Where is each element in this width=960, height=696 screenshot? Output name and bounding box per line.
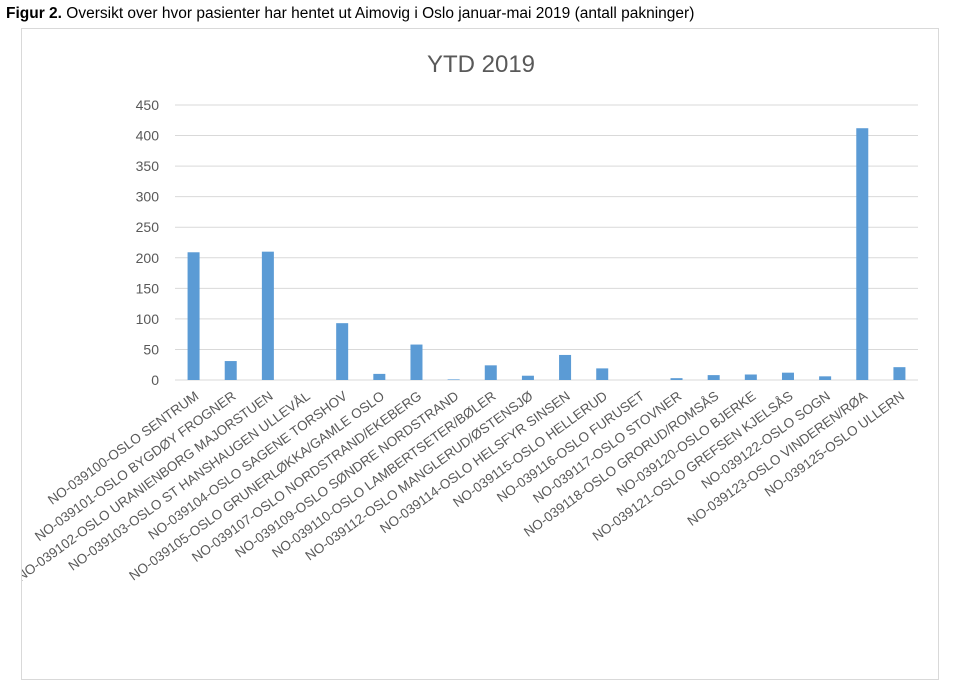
bar xyxy=(447,379,460,380)
y-tick-label: 100 xyxy=(136,311,160,327)
bar xyxy=(410,344,423,380)
y-axis-tick-labels: 0 50 100 150 200 250 300 350 400 450 xyxy=(136,97,160,388)
bar xyxy=(484,365,497,380)
bar xyxy=(781,372,794,380)
bar-chart: 0 50 100 150 200 250 300 350 400 450 NO-039100-OS… xyxy=(22,51,918,584)
bar xyxy=(819,376,832,380)
bar xyxy=(707,375,720,380)
bar xyxy=(670,378,683,380)
chart-frame: 0 50 100 150 200 250 300 350 400 450 NO-039100-OS… xyxy=(21,28,939,680)
y-tick-label: 0 xyxy=(151,372,159,388)
y-tick-label: 350 xyxy=(136,158,160,174)
y-tick-label: 400 xyxy=(136,128,160,144)
figure-caption: Figur 2. Oversikt over hvor pasienter ha… xyxy=(6,5,694,23)
chart-title: YTD 2019 xyxy=(427,51,535,78)
y-tick-label: 200 xyxy=(136,250,160,266)
bar xyxy=(559,354,572,380)
bar xyxy=(521,375,534,380)
bar xyxy=(336,323,349,380)
bar xyxy=(744,374,757,380)
y-tick-label: 250 xyxy=(136,219,160,235)
bar xyxy=(596,368,609,380)
bar xyxy=(893,367,906,380)
bar xyxy=(187,252,200,380)
gridlines xyxy=(175,104,918,381)
y-tick-label: 50 xyxy=(143,341,159,357)
bar xyxy=(261,251,274,380)
y-tick-label: 450 xyxy=(136,97,160,113)
bar xyxy=(373,373,386,380)
y-tick-label: 300 xyxy=(136,189,160,205)
bar xyxy=(856,128,869,380)
y-tick-label: 150 xyxy=(136,280,160,296)
bars xyxy=(187,128,906,380)
figure-caption-text: Oversikt over hvor pasienter har hentet … xyxy=(61,5,695,22)
bar xyxy=(224,361,237,380)
figure-caption-label: Figur 2. xyxy=(6,5,62,22)
